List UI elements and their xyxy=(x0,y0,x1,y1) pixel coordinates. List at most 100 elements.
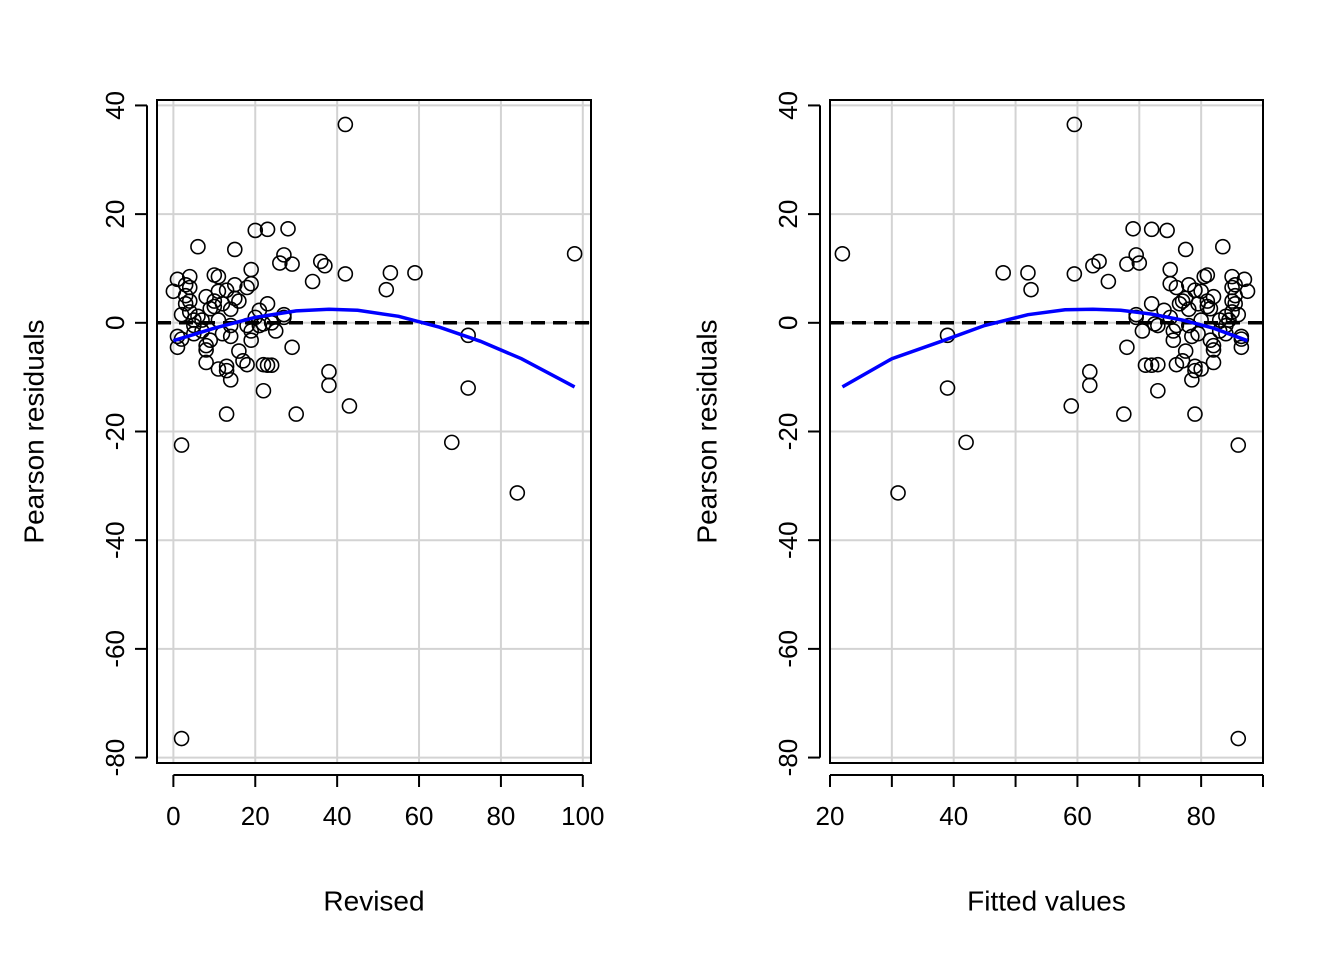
data-point xyxy=(1134,323,1151,339)
y-tick-label: -60 xyxy=(100,630,130,668)
x-tick-label: 20 xyxy=(816,801,845,831)
data-point xyxy=(304,273,321,290)
data-point xyxy=(1125,220,1141,237)
plot-frame xyxy=(829,99,1264,764)
data-point xyxy=(190,238,206,255)
data-point xyxy=(198,342,214,358)
x-tick-label: 80 xyxy=(486,801,515,831)
data-point xyxy=(1063,398,1080,414)
data-point xyxy=(259,357,276,374)
data-point xyxy=(834,245,851,262)
data-point xyxy=(382,265,399,281)
data-point xyxy=(190,308,206,325)
x-tick-label: 0 xyxy=(166,801,180,831)
data-point xyxy=(337,116,354,133)
y-tick-label: 20 xyxy=(100,200,130,229)
data-point xyxy=(1187,362,1203,379)
data-point xyxy=(263,357,280,374)
data-point xyxy=(1023,281,1039,298)
data-point xyxy=(231,293,247,309)
data-point xyxy=(1128,247,1144,263)
data-point xyxy=(267,323,284,339)
y-tick-label: -20 xyxy=(100,413,130,451)
data-point xyxy=(1143,221,1160,238)
data-point xyxy=(939,380,956,396)
x-tick-label: 100 xyxy=(561,801,604,831)
y-tick-label: -40 xyxy=(100,521,130,559)
y-tick-label: -20 xyxy=(773,413,803,451)
data-point xyxy=(226,290,243,307)
data-point xyxy=(231,343,247,359)
data-point xyxy=(509,485,526,501)
data-point xyxy=(235,353,251,369)
data-point xyxy=(222,372,239,388)
data-point xyxy=(247,222,264,239)
y-tick-label: 20 xyxy=(773,200,803,229)
data-point xyxy=(222,328,239,345)
data-point xyxy=(288,406,305,422)
data-point xyxy=(177,295,194,312)
data-point xyxy=(1221,312,1237,328)
data-point xyxy=(1205,354,1222,371)
data-point xyxy=(173,437,190,453)
y-tick-label: -40 xyxy=(773,521,803,559)
data-point xyxy=(1202,300,1219,317)
data-point xyxy=(1187,406,1203,422)
data-point xyxy=(276,247,292,263)
data-point xyxy=(1227,276,1243,293)
data-point xyxy=(407,265,423,281)
y-tick-label: 40 xyxy=(100,91,130,120)
plot-frame xyxy=(156,99,592,764)
data-point xyxy=(1100,273,1117,290)
data-point xyxy=(1224,279,1240,296)
smooth-trend-curve xyxy=(841,307,1249,389)
data-point xyxy=(1159,222,1175,239)
data-point xyxy=(255,382,272,399)
data-point xyxy=(1193,312,1209,328)
y-tick-label: 0 xyxy=(100,316,130,330)
data-point xyxy=(1020,265,1036,281)
y-tick-label: 40 xyxy=(773,91,803,120)
data-point xyxy=(181,268,198,285)
x-tick-label: 60 xyxy=(1063,801,1092,831)
data-point xyxy=(337,266,354,282)
data-point xyxy=(321,377,337,394)
data-point xyxy=(1091,253,1107,270)
x-tick-label: 40 xyxy=(323,801,352,831)
y-tick-label: -80 xyxy=(100,739,130,777)
data-point xyxy=(1199,267,1216,283)
data-point xyxy=(312,253,329,270)
data-point xyxy=(443,434,460,451)
data-point xyxy=(995,265,1012,281)
data-point xyxy=(284,339,300,356)
data-point xyxy=(1165,332,1182,349)
x-axis-title: Fitted values xyxy=(967,886,1126,917)
data-point xyxy=(272,255,288,271)
data-point xyxy=(1227,295,1243,312)
data-point xyxy=(194,312,210,328)
data-point xyxy=(259,221,276,238)
data-point xyxy=(1143,295,1160,312)
data-point xyxy=(1143,357,1160,374)
data-point xyxy=(198,337,214,354)
data-point xyxy=(1150,317,1166,334)
data-point xyxy=(1119,339,1135,356)
data-point xyxy=(1168,279,1185,296)
data-point xyxy=(1137,357,1154,374)
data-point xyxy=(1177,241,1194,258)
data-point xyxy=(317,257,333,274)
data-point xyxy=(1230,730,1247,747)
data-point xyxy=(1119,256,1135,272)
data-point xyxy=(1205,288,1222,305)
x-tick-label: 60 xyxy=(405,801,434,831)
data-point xyxy=(198,354,214,371)
data-point xyxy=(239,279,255,296)
y-tick-label: -80 xyxy=(773,739,803,777)
data-point xyxy=(1150,382,1166,399)
data-point xyxy=(958,434,974,451)
data-point xyxy=(1180,301,1197,318)
data-point xyxy=(1128,309,1144,326)
data-point xyxy=(566,245,583,262)
data-point xyxy=(1066,266,1083,282)
